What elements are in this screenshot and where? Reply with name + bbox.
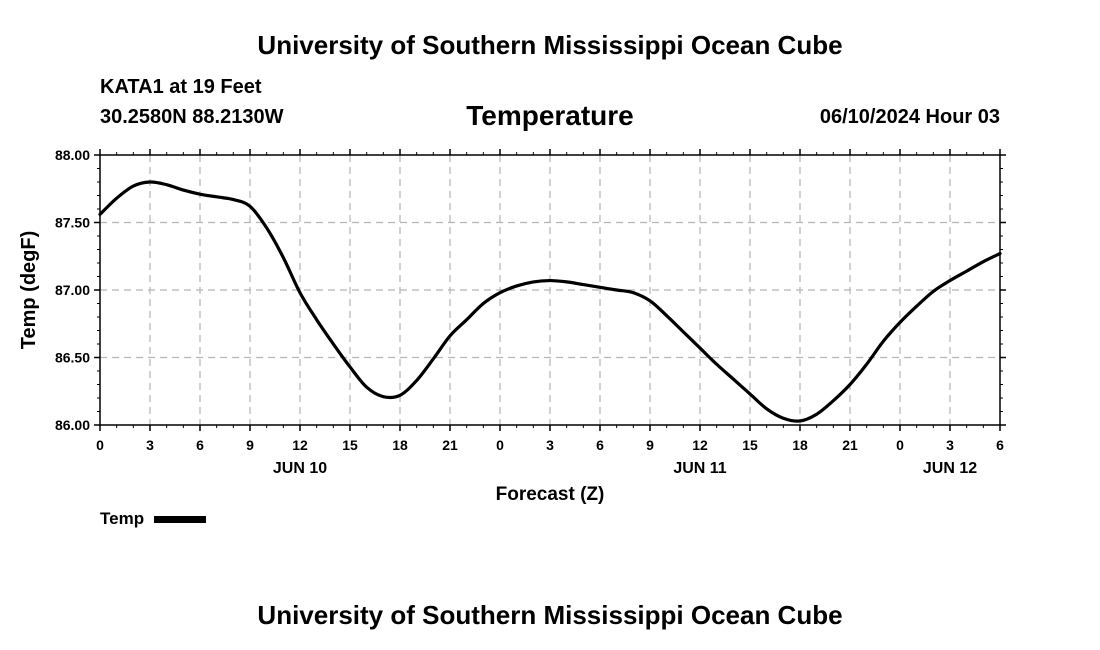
temp-series-line bbox=[98, 180, 1002, 423]
x-axis-tick-labels: 0 3 6 9 12 15 18 21 0 3 6 9 12 15 18 21 0 3 6 bbox=[96, 437, 1004, 453]
x-tick-label: 15 bbox=[742, 437, 758, 453]
x-tick-label: 3 bbox=[546, 437, 554, 453]
x-tick-label: 18 bbox=[392, 437, 408, 453]
plot-frame bbox=[99, 154, 1001, 426]
chart-title: Temperature bbox=[466, 100, 634, 131]
x-tick-label: 3 bbox=[146, 437, 154, 453]
legend-label: Temp bbox=[100, 509, 145, 528]
y-tick-label: 86.00 bbox=[55, 417, 90, 433]
y-tick-label: 87.00 bbox=[55, 282, 90, 298]
x-tick-label: 0 bbox=[496, 437, 504, 453]
y-axis-tick-labels: 86.00 86.50 87.00 87.50 88.00 bbox=[55, 147, 90, 433]
x-axis-label: Forecast (Z) bbox=[496, 484, 605, 505]
date-label: JUN 10 bbox=[273, 460, 327, 477]
x-tick-label: 9 bbox=[646, 437, 654, 453]
date-label: JUN 12 bbox=[923, 460, 977, 477]
x-tick-label: 9 bbox=[246, 437, 254, 453]
y-tick-label: 88.00 bbox=[55, 147, 90, 163]
date-label: JUN 11 bbox=[673, 460, 726, 477]
grid-lines bbox=[100, 155, 1000, 425]
station-label: KATA1 at 19 Feet bbox=[100, 76, 262, 98]
x-tick-label: 6 bbox=[196, 437, 204, 453]
y-tick-label: 86.50 bbox=[55, 350, 90, 366]
x-tick-label: 15 bbox=[342, 437, 358, 453]
x-axis-date-labels: JUN 10 JUN 11 JUN 12 bbox=[273, 460, 977, 477]
x-tick-label: 3 bbox=[946, 437, 954, 453]
footer-title: University of Southern Mississippi Ocean… bbox=[257, 600, 843, 630]
x-tick-label: 6 bbox=[996, 437, 1004, 453]
x-tick-label: 18 bbox=[792, 437, 808, 453]
x-tick-label: 6 bbox=[596, 437, 604, 453]
x-tick-label: 21 bbox=[442, 437, 458, 453]
coordinates-label: 30.2580N 88.2130W bbox=[100, 106, 284, 128]
forecast-datetime: 06/10/2024 Hour 03 bbox=[819, 106, 1000, 128]
page-title: University of Southern Mississippi Ocean… bbox=[257, 30, 843, 60]
legend-line-swatch bbox=[154, 515, 207, 523]
x-tick-label: 12 bbox=[692, 437, 708, 453]
legend: Temp bbox=[100, 509, 207, 529]
y-axis-label: Temp (degF) bbox=[18, 231, 40, 350]
x-tick-label: 0 bbox=[96, 437, 104, 453]
y-tick-label: 87.50 bbox=[55, 215, 90, 231]
x-tick-label: 0 bbox=[896, 437, 904, 453]
x-tick-label: 12 bbox=[292, 437, 308, 453]
x-tick-label: 21 bbox=[842, 437, 858, 453]
